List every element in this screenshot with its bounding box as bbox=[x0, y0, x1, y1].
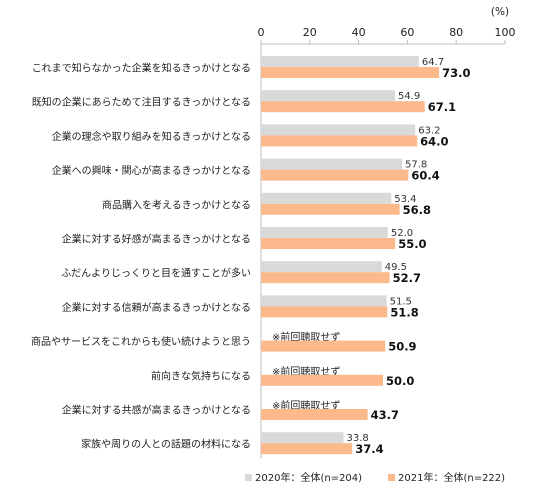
legend-label-2020: 2020年：全体(n=204) bbox=[255, 471, 362, 484]
legend-swatch-2020 bbox=[245, 474, 252, 481]
x-tick-label: 60 bbox=[400, 26, 414, 39]
category-label: 前向きな気持ちになる bbox=[151, 369, 251, 382]
bar-2021 bbox=[261, 409, 368, 420]
legend-label-2021: 2021年：全体(n=222) bbox=[398, 471, 505, 484]
bar-2021 bbox=[261, 169, 409, 181]
data-label-2020: 33.8 bbox=[346, 433, 368, 444]
bar-2021 bbox=[261, 135, 418, 147]
category-label: 企業に対する信頼が高まるきっかけとなる bbox=[62, 301, 251, 314]
data-label-2020: 52.0 bbox=[391, 228, 413, 239]
bar-2021 bbox=[261, 101, 425, 113]
bar-2020 bbox=[261, 56, 419, 67]
legend: 2020年：全体(n=204) 2021年：全体(n=222) bbox=[245, 471, 505, 484]
bar-2021 bbox=[261, 238, 396, 249]
category-label: 企業への興味・関心が高まるきっかけとなる bbox=[52, 164, 251, 177]
data-label-2021: 43.7 bbox=[371, 408, 399, 422]
category-label: これまで知らなかった企業を知るきっかけとなる bbox=[32, 62, 251, 75]
x-tick-label: 40 bbox=[352, 26, 366, 39]
data-label-2021: 55.0 bbox=[398, 237, 426, 251]
data-label-2021: 56.8 bbox=[403, 203, 431, 217]
not-surveyed-note: ※前回聴取せず bbox=[272, 365, 340, 378]
data-label-2021: 50.0 bbox=[386, 374, 414, 388]
x-tick-label: 80 bbox=[449, 26, 463, 39]
unit-label: (%) bbox=[491, 6, 509, 18]
data-label-2021: 37.4 bbox=[355, 442, 383, 456]
category-label: 企業に対する好感が高まるきっかけとなる bbox=[62, 233, 251, 246]
data-label-2021: 73.0 bbox=[442, 66, 470, 80]
bar-2021 bbox=[261, 272, 390, 284]
category-label: 商品購入を考えるきっかけとなる bbox=[102, 198, 251, 211]
category-label: 既知の企業にあらためて注目するきっかけとなる bbox=[32, 96, 251, 109]
data-label-2021: 52.7 bbox=[393, 271, 421, 285]
bar-2020 bbox=[261, 124, 416, 136]
data-label-2021: 64.0 bbox=[420, 134, 448, 148]
bar-2020 bbox=[261, 158, 403, 170]
bar-2020 bbox=[261, 261, 382, 273]
bar-2021 bbox=[261, 306, 388, 318]
bar-2020 bbox=[261, 90, 395, 102]
data-label-2020: 51.5 bbox=[390, 296, 412, 307]
bar-2020 bbox=[261, 192, 392, 204]
data-label-2020: 64.7 bbox=[422, 57, 444, 68]
x-axis: 0 20 40 60 80 100 bbox=[258, 26, 516, 459]
category-label: 企業に対する共感が高まるきっかけとなる bbox=[62, 404, 251, 417]
bar-2021 bbox=[261, 67, 440, 78]
x-tick-label: 100 bbox=[495, 26, 516, 39]
data-label-2020: 49.5 bbox=[385, 262, 407, 273]
not-surveyed-note: ※前回聴取せず bbox=[272, 399, 340, 412]
category-label: 商品やサービスをこれからも使い続けようと思う bbox=[31, 335, 251, 348]
bar-2020 bbox=[261, 295, 387, 307]
data-label-2020: 57.8 bbox=[405, 160, 427, 171]
legend-swatch-2021 bbox=[388, 474, 395, 481]
bar-2020 bbox=[261, 227, 388, 238]
data-label-2020: 54.9 bbox=[398, 91, 420, 102]
bars: 64.773.0 54.9 67.1 63.264.0 57.860.4 53.456.8… bbox=[261, 56, 470, 456]
data-label-2020: 53.4 bbox=[394, 194, 416, 205]
data-label-2021: 50.9 bbox=[388, 340, 416, 354]
data-label-2021: 60.4 bbox=[411, 169, 439, 183]
bar-2021 bbox=[261, 443, 353, 455]
category-label: 家族や周りの人との話題の材料になる bbox=[81, 438, 251, 451]
bar-2021 bbox=[261, 203, 400, 215]
bar-2021 bbox=[261, 340, 386, 352]
not-surveyed-note: ※前回聴取せず bbox=[272, 331, 340, 344]
data-label-2020: 63.2 bbox=[418, 125, 440, 136]
category-labels: これまで知らなかった企業を知るきっかけとなる既知の企業にあらためて注目するきっか… bbox=[31, 62, 251, 451]
category-label: 企業の理念や取り組みを知るきっかけとなる bbox=[52, 130, 251, 143]
data-label-2021: 67.1 bbox=[428, 100, 456, 114]
bar-2021 bbox=[261, 374, 383, 386]
data-label-2021: 51.8 bbox=[390, 305, 418, 319]
x-tick-label: 0 bbox=[258, 26, 265, 39]
bar-2020 bbox=[261, 432, 344, 444]
category-label: ふだんよりじっくりと目を通すことが多い bbox=[61, 267, 251, 280]
x-tick-label: 20 bbox=[303, 26, 317, 39]
